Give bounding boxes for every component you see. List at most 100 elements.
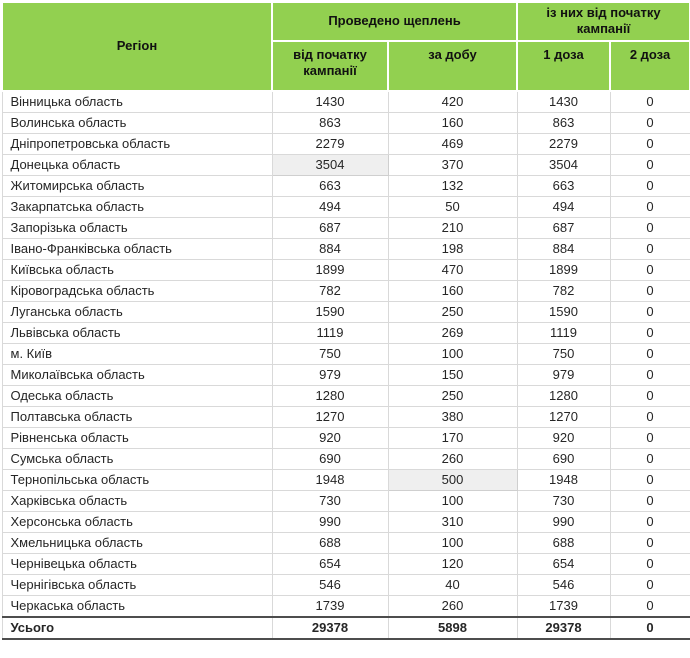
table-row: Тернопільська область 1948 500 1948 0 (1, 468, 690, 491)
column-group-since-campaign-start: із них від початку кампанії (515, 1, 690, 42)
table-row: Донецька область 3504 370 3504 0 (1, 153, 690, 176)
value-cell: 0 (609, 90, 690, 113)
table-row: Рівненська область 920 170 920 0 (1, 426, 690, 449)
region-name-cell: Закарпатська область (1, 195, 273, 218)
value-cell: 40 (387, 573, 518, 596)
region-name-cell: Волинська область (1, 111, 273, 134)
region-name-cell: Сумська область (1, 447, 273, 470)
value-cell: 990 (516, 510, 611, 533)
value-cell: 29378 (271, 615, 389, 640)
value-cell: 469 (387, 132, 518, 155)
value-cell: 260 (387, 447, 518, 470)
value-cell: 0 (609, 426, 690, 449)
region-name-cell: Рівненська область (1, 426, 273, 449)
region-name-cell: Кіровоградська область (1, 279, 273, 302)
column-header-since-campaign-start: від початку кампанії (271, 39, 389, 92)
value-cell: 730 (516, 489, 611, 512)
region-name-cell: Дніпропетровська область (1, 132, 273, 155)
value-cell: 380 (387, 405, 518, 428)
vaccination-table: Регіон Проведено щеплень із них від поча… (1, 1, 690, 640)
value-cell: 210 (387, 216, 518, 239)
value-cell: 310 (387, 510, 518, 533)
column-header-dose-1: 1 доза (516, 39, 611, 92)
value-cell: 0 (609, 279, 690, 302)
region-name-cell: Донецька область (1, 153, 273, 176)
column-header-region: Регіон (1, 1, 273, 92)
value-cell: 420 (387, 90, 518, 113)
value-cell: 470 (387, 258, 518, 281)
table-row: Івано-Франківська область 884 198 884 0 (1, 237, 690, 260)
header-group-row: Регіон Проведено щеплень із них від поча… (1, 1, 690, 92)
value-cell: 690 (271, 447, 389, 470)
value-cell: 654 (516, 552, 611, 575)
value-cell: 654 (271, 552, 389, 575)
value-cell: 750 (271, 342, 389, 365)
value-cell: 546 (271, 573, 389, 596)
value-cell: 0 (609, 237, 690, 260)
value-cell: 1899 (271, 258, 389, 281)
value-cell: 1270 (516, 405, 611, 428)
table-row: Полтавська область 1270 380 1270 0 (1, 405, 690, 428)
value-cell: 688 (516, 531, 611, 554)
region-name-cell: Одеська область (1, 384, 273, 407)
value-cell: 0 (609, 594, 690, 617)
region-name-cell: Хмельницька область (1, 531, 273, 554)
value-cell: 0 (609, 153, 690, 176)
value-cell: 1430 (516, 90, 611, 113)
region-name-cell: Чернігівська область (1, 573, 273, 596)
region-name-cell: Житомирська область (1, 174, 273, 197)
header-sub-row: від початку кампанії за добу 1 доза 2 до… (2, 39, 690, 92)
value-cell: 1430 (271, 90, 389, 113)
value-cell: 1948 (516, 468, 611, 491)
total-label-cell: Усього (1, 615, 273, 640)
value-cell: 260 (387, 594, 518, 617)
value-cell: 0 (609, 552, 690, 575)
column-header-per-day: за добу (387, 39, 518, 92)
value-cell: 5898 (387, 615, 518, 640)
value-cell: 0 (609, 531, 690, 554)
value-cell: 132 (387, 174, 518, 197)
value-cell: 170 (387, 426, 518, 449)
value-cell: 782 (271, 279, 389, 302)
table-row: Київська область 1899 470 1899 0 (1, 258, 690, 281)
value-cell: 979 (516, 363, 611, 386)
value-cell: 884 (271, 237, 389, 260)
value-cell: 920 (271, 426, 389, 449)
value-cell: 884 (516, 237, 611, 260)
value-cell: 100 (387, 531, 518, 554)
value-cell: 663 (516, 174, 611, 197)
region-name-cell: Миколаївська область (1, 363, 273, 386)
value-cell: 250 (387, 384, 518, 407)
value-cell: 687 (516, 216, 611, 239)
value-cell: 160 (387, 111, 518, 134)
region-name-cell: Івано-Франківська область (1, 237, 273, 260)
value-cell: 100 (387, 342, 518, 365)
value-cell: 0 (609, 342, 690, 365)
table-row: Запорізька область 687 210 687 0 (1, 216, 690, 239)
value-cell: 1280 (516, 384, 611, 407)
table-row: Луганська область 1590 250 1590 0 (1, 300, 690, 323)
value-cell: 863 (271, 111, 389, 134)
value-cell: 494 (516, 195, 611, 218)
region-name-cell: Черкаська область (1, 594, 273, 617)
value-cell: 1270 (271, 405, 389, 428)
value-cell: 750 (516, 342, 611, 365)
region-name-cell: Херсонська область (1, 510, 273, 533)
value-cell: 690 (516, 447, 611, 470)
value-cell: 0 (609, 384, 690, 407)
table-row: Дніпропетровська область 2279 469 2279 0 (1, 132, 690, 155)
table-row: м. Київ 750 100 750 0 (1, 342, 690, 365)
region-name-cell: Запорізька область (1, 216, 273, 239)
value-cell: 1739 (271, 594, 389, 617)
value-cell: 370 (387, 153, 518, 176)
value-cell: 0 (609, 111, 690, 134)
value-cell: 100 (387, 489, 518, 512)
table-row: Чернігівська область 546 40 546 0 (1, 573, 690, 596)
region-name-cell: Львівська область (1, 321, 273, 344)
value-cell: 0 (609, 615, 690, 640)
value-cell: 979 (271, 363, 389, 386)
region-name-cell: Полтавська область (1, 405, 273, 428)
region-name-cell: Київська область (1, 258, 273, 281)
value-cell: 0 (609, 258, 690, 281)
table-body: Вінницька область 1430 420 1430 0 Волинська о… (1, 90, 690, 640)
